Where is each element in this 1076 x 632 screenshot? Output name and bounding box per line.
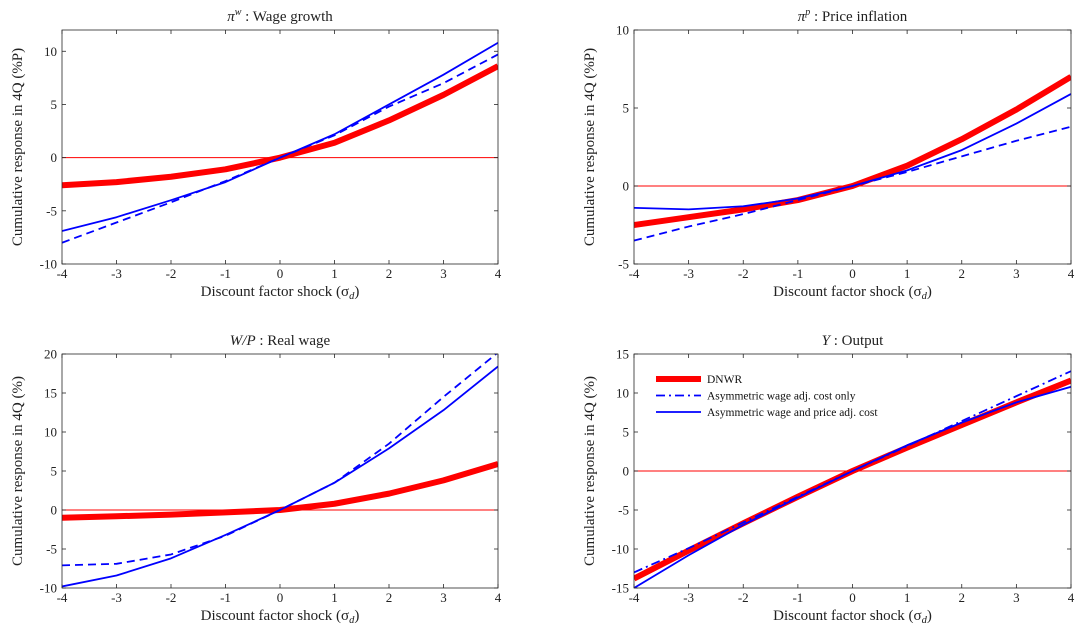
x-tick-label: -4 [57, 590, 68, 605]
y-tick-label: 10 [616, 23, 629, 38]
x-tick-label: -4 [57, 266, 68, 281]
chart-title: W/P : Real wage [230, 333, 331, 349]
x-tick-label: 3 [1013, 590, 1020, 605]
x-tick-label: 2 [386, 590, 393, 605]
y-axis-label: Cumulative response in 4Q (%P) [10, 48, 26, 246]
x-tick-label: -1 [792, 590, 803, 605]
x-tick-label: -2 [738, 590, 749, 605]
x-axis-label: Discount factor shock (σd) [201, 284, 360, 302]
x-tick-label: 4 [495, 266, 502, 281]
x-tick-label: 3 [440, 590, 447, 605]
x-tick-label: 3 [1013, 266, 1020, 281]
x-tick-label: 1 [904, 266, 911, 281]
chart-title: πp : Price inflation [798, 7, 908, 25]
y-tick-label: 0 [623, 464, 630, 479]
x-tick-label: -3 [683, 266, 694, 281]
y-tick-label: 15 [44, 386, 57, 401]
y-tick-label: -15 [612, 581, 629, 596]
y-tick-label: 0 [51, 503, 58, 518]
x-tick-label: -2 [166, 590, 177, 605]
x-tick-label: 3 [440, 266, 447, 281]
x-tick-label: -2 [738, 266, 749, 281]
y-tick-label: -5 [46, 203, 57, 218]
x-tick-label: -1 [220, 266, 231, 281]
y-axis-label: Cumulative response in 4Q (%P) [582, 48, 598, 246]
x-tick-label: 4 [1068, 266, 1075, 281]
x-tick-label: 0 [849, 266, 856, 281]
y-axis-label: Cumulative response in 4Q (%) [10, 376, 26, 566]
series-line-3 [62, 365, 498, 588]
x-tick-label: 2 [386, 266, 393, 281]
series-line-1 [62, 63, 498, 189]
chart-panel-2: -4 -3 -2 -1 0 1 2 3 4 -5 0 5 10 πp : Price inflation D… [582, 7, 1075, 302]
x-tick-label: 1 [331, 590, 338, 605]
legend: DNWR Asymmetric wage adj. cost only Asymme… [656, 374, 878, 419]
x-tick-label: 1 [331, 266, 338, 281]
y-tick-label: 10 [44, 425, 57, 440]
x-tick-label: -2 [166, 266, 177, 281]
x-tick-label: -4 [629, 590, 640, 605]
y-tick-label: 0 [51, 150, 58, 165]
x-tick-label: 4 [1068, 590, 1075, 605]
legend-label: DNWR [707, 374, 742, 386]
y-tick-label: -10 [40, 581, 57, 596]
x-axis-label: Discount factor shock (σd) [773, 284, 932, 302]
chart-title: Y : Output [822, 333, 885, 349]
x-tick-label: 0 [277, 590, 284, 605]
series-line-3 [634, 385, 1071, 588]
y-tick-label: 0 [623, 179, 630, 194]
x-tick-label: -3 [683, 590, 694, 605]
y-tick-label: 15 [616, 347, 629, 362]
y-tick-label: 5 [623, 425, 630, 440]
x-tick-label: 4 [495, 590, 502, 605]
y-tick-label: 10 [616, 386, 629, 401]
x-tick-label: -4 [629, 266, 640, 281]
series-line-2 [62, 354, 498, 567]
series-line-3 [634, 93, 1071, 211]
y-tick-label: -5 [618, 257, 629, 272]
y-tick-label: 5 [51, 464, 58, 479]
y-tick-label: -10 [40, 257, 57, 272]
x-tick-label: 2 [959, 266, 966, 281]
x-tick-label: 0 [849, 590, 856, 605]
x-axis-label: Discount factor shock (σd) [773, 608, 932, 626]
x-tick-label: -1 [792, 266, 803, 281]
y-tick-label: -10 [612, 542, 629, 557]
y-tick-label: 5 [51, 97, 58, 112]
x-tick-label: -3 [111, 266, 122, 281]
y-tick-label: -5 [618, 503, 629, 518]
y-tick-label: 20 [44, 347, 57, 362]
x-tick-label: -3 [111, 590, 122, 605]
legend-label: Asymmetric wage and price adj. cost [707, 407, 878, 419]
x-tick-label: 0 [277, 266, 284, 281]
x-tick-label: -1 [220, 590, 231, 605]
axes-box [61, 353, 499, 589]
series-line-2 [634, 370, 1071, 574]
x-tick-label: 2 [959, 590, 966, 605]
y-tick-label: 10 [44, 44, 57, 59]
axes-box [61, 29, 499, 265]
y-tick-label: 5 [623, 101, 630, 116]
x-axis-label: Discount factor shock (σd) [201, 608, 360, 626]
legend-label: Asymmetric wage adj. cost only [707, 391, 856, 403]
chart-title: πw : Wage growth [227, 7, 333, 25]
y-axis-label: Cumulative response in 4Q (%) [582, 376, 598, 566]
x-tick-label: 1 [904, 590, 911, 605]
axes-box [633, 29, 1072, 265]
series-line-3 [62, 41, 498, 232]
series-line-1 [634, 74, 1071, 228]
y-tick-label: -5 [46, 542, 57, 557]
